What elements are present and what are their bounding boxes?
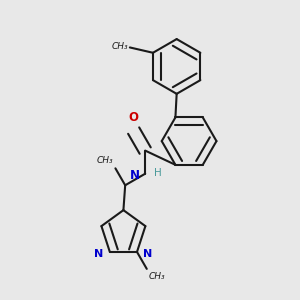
Text: CH₃: CH₃	[97, 156, 114, 165]
Text: CH₃: CH₃	[111, 42, 128, 51]
Text: O: O	[129, 111, 139, 124]
Text: N: N	[130, 169, 140, 182]
Text: H: H	[154, 168, 162, 178]
Text: N: N	[143, 249, 153, 259]
Text: N: N	[94, 249, 104, 259]
Text: CH₃: CH₃	[148, 272, 165, 281]
